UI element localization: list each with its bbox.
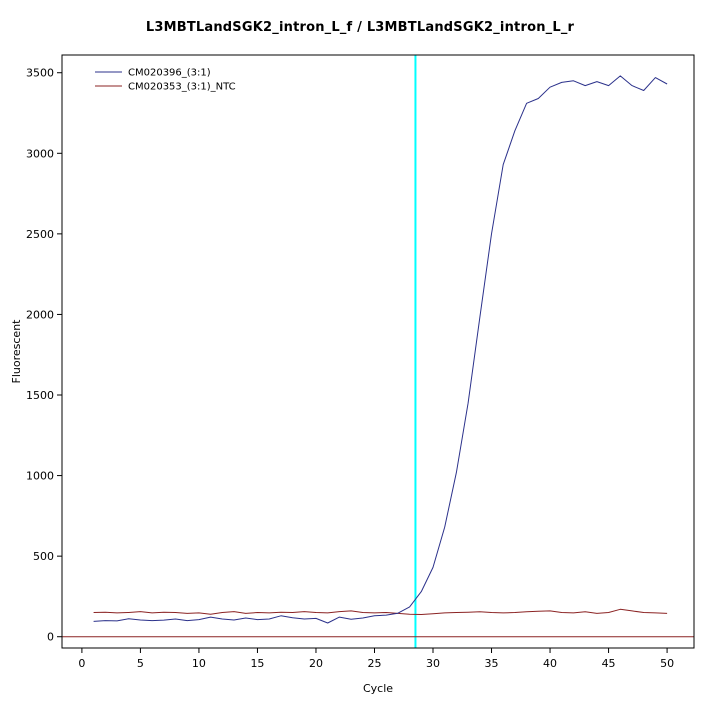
x-tick-label: 30 bbox=[426, 657, 440, 670]
legend-label: CM020353_(3:1)_NTC bbox=[128, 82, 236, 93]
x-tick-label: 25 bbox=[367, 657, 381, 670]
y-tick-label: 2500 bbox=[26, 228, 54, 241]
x-tick-label: 45 bbox=[602, 657, 616, 670]
x-tick-label: 15 bbox=[250, 657, 264, 670]
y-tick-label: 2000 bbox=[26, 308, 54, 321]
x-tick-label: 0 bbox=[78, 657, 85, 670]
y-tick-label: 500 bbox=[33, 550, 54, 563]
x-tick-label: 50 bbox=[660, 657, 674, 670]
y-tick-label: 3500 bbox=[26, 67, 54, 80]
x-axis-label: Cycle bbox=[363, 682, 393, 695]
x-tick-label: 5 bbox=[137, 657, 144, 670]
plot-border-box bbox=[61, 54, 695, 649]
y-tick-label: 1000 bbox=[26, 470, 54, 483]
series-line-1 bbox=[93, 75, 668, 624]
y-tick-label: 0 bbox=[47, 631, 54, 644]
x-tick-label: 35 bbox=[485, 657, 499, 670]
legend-label: CM020396_(3:1) bbox=[128, 68, 211, 79]
y-axis-label: Fluorescent bbox=[10, 319, 23, 384]
chart-title: L3MBTLandSGK2_intron_L_f / L3MBTLandSGK2… bbox=[145, 20, 575, 35]
y-tick-label: 1500 bbox=[26, 389, 54, 402]
x-tick-label: 10 bbox=[192, 657, 206, 670]
x-tick-label: 20 bbox=[309, 657, 323, 670]
x-tick-label: 40 bbox=[543, 657, 557, 670]
y-tick-label: 3000 bbox=[26, 147, 54, 160]
series-line-0 bbox=[93, 608, 668, 615]
